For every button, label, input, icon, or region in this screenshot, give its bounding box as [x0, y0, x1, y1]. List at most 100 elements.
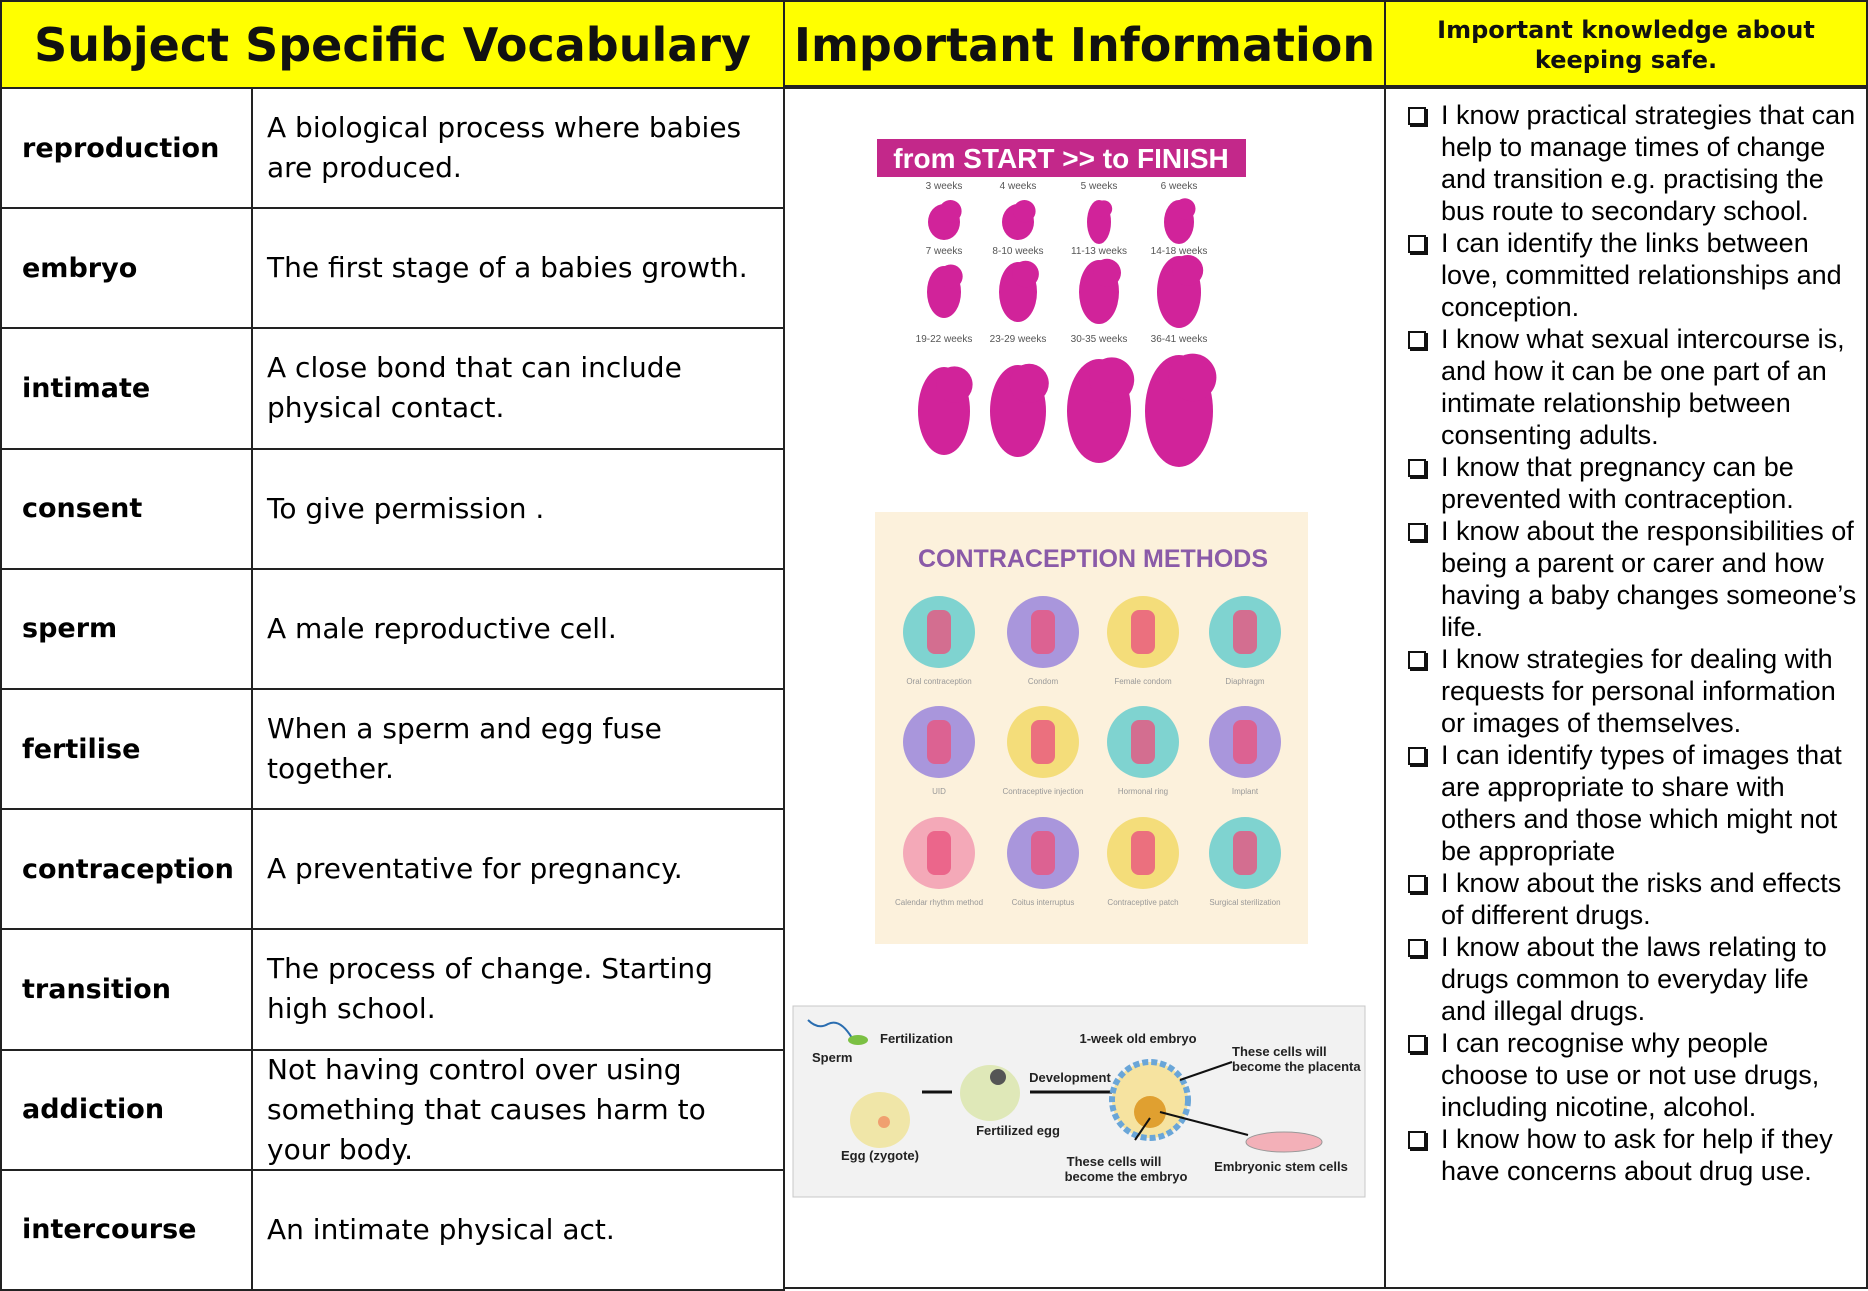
checkbox — [1408, 107, 1426, 125]
vocab-definition: A male reproductive cell. — [251, 567, 785, 690]
safety-text: I know how to ask for help if they have … — [1441, 1124, 1833, 1186]
vocab-definition: To give permission . — [251, 447, 785, 570]
diagram-label: These cells will — [1232, 1044, 1327, 1059]
checkbox — [1408, 523, 1426, 541]
safety-text: I know about the laws relating to drugs … — [1441, 932, 1827, 1026]
method-label: Hormonal ring — [1118, 787, 1168, 796]
stage-label: 36-41 weeks — [1151, 334, 1208, 345]
diagram-label: Sperm — [812, 1050, 852, 1065]
fetus-head — [938, 264, 963, 289]
safety-text: I know that pregnancy can be prevented w… — [1441, 452, 1794, 514]
stage-label: 8-10 weeks — [992, 246, 1043, 257]
checkbox — [1408, 459, 1426, 477]
vocab-definition: The process of change. Starting high sch… — [251, 928, 785, 1051]
diagram-label: Embryonic stem cells — [1214, 1159, 1348, 1174]
method-object — [927, 831, 951, 875]
safety-item: I know about the laws relating to drugs … — [1406, 931, 1858, 1027]
fetus-head — [1093, 258, 1121, 287]
development-title: from START >> to FINISH — [893, 143, 1229, 174]
fetus-head — [1172, 255, 1204, 286]
safety-text: I can identify types of images that are … — [1441, 740, 1842, 866]
sperm-tail — [807, 1019, 853, 1039]
safety-item: I know that pregnancy can be prevented w… — [1406, 451, 1858, 515]
sperm-head — [848, 1035, 868, 1045]
safety-item: I can identify the links between love, c… — [1406, 227, 1858, 323]
safety-header: Important knowledge about keeping safe. — [1384, 0, 1868, 89]
safety-item: I know about the responsibilities of bei… — [1406, 515, 1858, 643]
safety-item: I know about the risks and effects of di… — [1406, 867, 1858, 931]
safety-text: I know about the risks and effects of di… — [1441, 868, 1842, 930]
fetus-head — [1013, 200, 1036, 223]
arrow — [1134, 1117, 1151, 1141]
stage-label: 30-35 weeks — [1071, 334, 1128, 345]
fetus-head — [1012, 260, 1039, 288]
checkbox — [1408, 651, 1426, 669]
method-label: Surgical sterilization — [1209, 898, 1280, 907]
fetus-head — [939, 200, 962, 223]
safety-item: I know how to ask for help if they have … — [1406, 1123, 1858, 1187]
inner-cells — [1134, 1096, 1166, 1128]
development-title-bar — [877, 139, 1246, 177]
method-label: Oral contraception — [906, 677, 971, 686]
vocab-definition: Not having control over using something … — [251, 1048, 785, 1171]
method-label: Condom — [1028, 677, 1059, 686]
checkbox — [1408, 875, 1426, 893]
fertilized-nucleus — [990, 1069, 1006, 1085]
checkbox — [1408, 747, 1426, 765]
method-label: Coitus interruptus — [1012, 898, 1075, 907]
safety-list: I know practical strategies that can hel… — [1384, 85, 1868, 1289]
method-label: Calendar rhythm method — [895, 898, 983, 907]
diagram-label: Fertilization — [880, 1031, 953, 1046]
checkbox — [1408, 235, 1426, 253]
method-object — [1233, 720, 1257, 764]
method-object — [927, 720, 951, 764]
diagram-label: These cells will — [1067, 1154, 1162, 1169]
method-object — [1131, 610, 1155, 654]
diagram-label: Fertilized egg — [976, 1123, 1060, 1138]
diagram-label: become the embryo — [1065, 1169, 1188, 1184]
stage-label: 4 weeks — [1000, 181, 1037, 192]
stage-label: 5 weeks — [1081, 181, 1118, 192]
fetus-head — [1095, 200, 1113, 218]
arrow — [1179, 1061, 1233, 1081]
safety-text: I know about the responsibilities of bei… — [1441, 516, 1857, 642]
vocab-term: intercourse — [0, 1168, 253, 1291]
method-label: UID — [932, 787, 946, 796]
fetus-head — [1089, 357, 1135, 403]
diagram-label: 1-week old embryo — [1079, 1031, 1196, 1046]
safety-text: I can recognise why people choose to use… — [1441, 1028, 1820, 1122]
safety-text: I know practical strategies that can hel… — [1441, 100, 1856, 226]
arrow — [1159, 1111, 1249, 1136]
method-label: Diaphragm — [1225, 677, 1264, 686]
info-header: Important Information — [783, 0, 1386, 89]
checkbox — [1408, 939, 1426, 957]
safety-item: I know strategies for dealing with reque… — [1406, 643, 1858, 739]
method-object — [1031, 720, 1055, 764]
safety-text: I know strategies for dealing with reque… — [1441, 644, 1836, 738]
method-object — [1131, 831, 1155, 875]
stage-label: 23-29 weeks — [990, 334, 1047, 345]
method-label: Implant — [1232, 787, 1259, 796]
method-object — [927, 610, 951, 654]
safety-item: I can recognise why people choose to use… — [1406, 1027, 1858, 1123]
method-object — [1131, 720, 1155, 764]
vocab-definition: When a sperm and egg fuse together. — [251, 688, 785, 811]
fetus-head — [1009, 363, 1049, 403]
stage-label: 3 weeks — [926, 181, 963, 192]
fetus-head — [1174, 198, 1196, 220]
method-object — [1031, 610, 1055, 654]
method-label: Contraceptive patch — [1107, 898, 1178, 907]
vocabulary-header: Subject Specific Vocabulary — [0, 0, 785, 89]
petri-dish — [1245, 1131, 1323, 1153]
checkbox — [1408, 331, 1426, 349]
stage-label: 14-18 weeks — [1151, 246, 1208, 257]
stage-label: 11-13 weeks — [1071, 246, 1127, 257]
fertilized-egg — [960, 1065, 1020, 1121]
vocab-definition: An intimate physical act. — [251, 1168, 785, 1291]
diagram-label: Egg (zygote) — [841, 1148, 919, 1163]
method-object — [1233, 610, 1257, 654]
method-label: Female condom — [1114, 677, 1172, 686]
stage-label: 19-22 weeks — [916, 334, 973, 345]
method-object — [1031, 831, 1055, 875]
